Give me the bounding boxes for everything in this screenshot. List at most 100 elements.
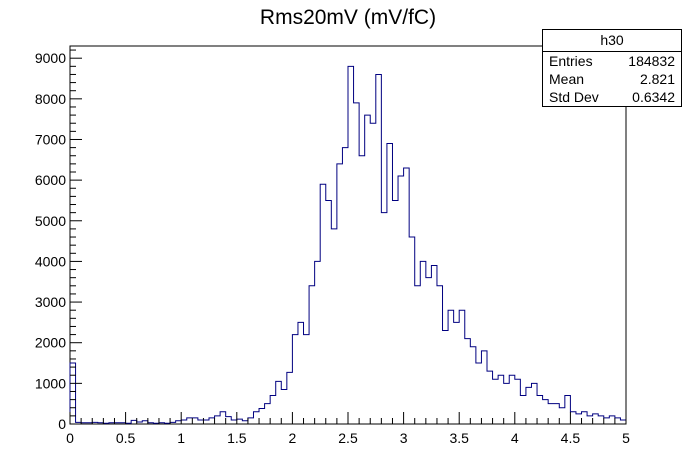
chart-title: Rms20mV (mV/fC) xyxy=(259,6,437,29)
histogram-bin xyxy=(593,414,599,424)
x-tick-label: 4.5 xyxy=(561,430,581,446)
histogram-bin xyxy=(215,416,221,424)
histogram-bin xyxy=(365,115,371,424)
histogram-line xyxy=(69,65,627,424)
histogram-bin xyxy=(470,347,476,424)
histogram-bin xyxy=(220,412,226,424)
y-tick-label: 9000 xyxy=(35,50,66,66)
histogram-bin xyxy=(354,103,360,424)
histogram-bin xyxy=(226,417,232,424)
stats-box: h30 Entries 184832 Mean 2.821 Std Dev 0.… xyxy=(542,29,682,107)
histogram-bin xyxy=(159,423,165,424)
histogram-bin xyxy=(337,164,343,424)
y-tick-label: 1000 xyxy=(35,375,66,391)
histogram-bin xyxy=(92,422,98,424)
stats-row-mean: Mean 2.821 xyxy=(543,70,681,88)
histogram-bin xyxy=(443,331,449,424)
histogram-series xyxy=(69,65,627,424)
histogram-bin xyxy=(459,310,465,424)
histogram-bin xyxy=(348,66,354,424)
stats-value: 2.821 xyxy=(639,71,675,87)
histogram-bin xyxy=(298,322,304,424)
histogram-bin xyxy=(598,416,604,424)
histogram-bin xyxy=(114,423,120,424)
y-tick-label: 4000 xyxy=(35,253,66,269)
histogram-bin xyxy=(392,200,398,424)
histogram-bin xyxy=(131,420,137,424)
histogram-bin xyxy=(481,351,487,424)
x-tick-label: 1 xyxy=(177,430,185,446)
histogram-bin xyxy=(531,383,537,424)
histogram-bin xyxy=(137,422,143,424)
histogram-bin xyxy=(203,420,209,424)
x-tick-label: 3.5 xyxy=(449,430,469,446)
histogram-bin xyxy=(409,237,415,424)
y-tick-label: 0 xyxy=(58,416,66,432)
histogram-bin xyxy=(582,412,588,424)
histogram-bin xyxy=(70,363,76,424)
histogram-bin xyxy=(431,265,437,424)
histogram-bin xyxy=(604,418,610,424)
histogram-bin xyxy=(181,420,187,424)
histogram-bin xyxy=(381,213,387,424)
histogram-bin xyxy=(270,396,276,424)
histogram-bin xyxy=(142,421,148,424)
histogram-bin xyxy=(404,168,410,424)
stats-label: Mean xyxy=(549,71,585,87)
histogram-bin xyxy=(287,372,293,424)
y-tick-label: 2000 xyxy=(35,335,66,351)
histogram-bin xyxy=(587,416,593,424)
histogram-bin xyxy=(153,423,159,424)
histogram-bin xyxy=(98,423,104,424)
x-tick-label: 4 xyxy=(511,430,519,446)
histogram-bin xyxy=(126,423,132,424)
histogram-bin xyxy=(231,420,237,424)
stats-label: Entries xyxy=(549,53,593,69)
histogram-bin xyxy=(87,423,93,424)
histogram-bin xyxy=(109,423,115,424)
histogram-bin xyxy=(454,322,460,424)
x-tick-label: 1.5 xyxy=(227,430,247,446)
histogram-bin xyxy=(253,412,259,424)
histogram-bin xyxy=(504,383,510,424)
histogram-bin xyxy=(515,379,521,424)
histogram-bin xyxy=(426,278,432,424)
stats-label: Std Dev xyxy=(549,89,599,105)
histogram-bin xyxy=(609,416,615,424)
histogram-bin xyxy=(326,200,332,424)
histogram-bin xyxy=(465,339,471,424)
x-axis: 0 0.5 1 1.5 2 2.5 3 3.5 4 4.5 5 xyxy=(66,412,630,446)
histogram-bin xyxy=(398,176,404,424)
histogram-bin xyxy=(387,144,393,424)
y-tick-label: 7000 xyxy=(35,131,66,147)
histogram-bin xyxy=(198,420,204,424)
histogram-bin xyxy=(415,286,421,424)
y-axis: 0 1000 2000 3000 4000 5000 6000 7000 8000 9000 xyxy=(35,49,82,432)
stats-histogram-name: h30 xyxy=(543,30,681,52)
histogram-bin xyxy=(265,404,271,424)
histogram-bin xyxy=(170,422,176,424)
histogram-bin xyxy=(620,420,626,424)
histogram-bin xyxy=(420,261,426,424)
y-tick-label: 5000 xyxy=(35,213,66,229)
histogram-bin xyxy=(248,418,254,424)
histogram-bin xyxy=(370,123,376,424)
histogram-bin xyxy=(242,421,248,424)
histogram-bin xyxy=(543,400,549,424)
histogram-bin xyxy=(120,423,126,424)
histogram-bin xyxy=(520,396,526,424)
histogram-bin xyxy=(437,286,443,424)
histogram-bin xyxy=(165,423,171,424)
histogram-bin xyxy=(493,379,499,424)
histogram-bin xyxy=(509,375,515,424)
histogram-bin xyxy=(376,74,382,424)
y-tick-label: 6000 xyxy=(35,172,66,188)
histogram-bin xyxy=(565,396,571,424)
histogram-bin xyxy=(548,404,554,424)
x-tick-label: 2.5 xyxy=(338,430,358,446)
stats-value: 184832 xyxy=(628,53,675,69)
y-tick-label: 8000 xyxy=(35,91,66,107)
histogram-bin xyxy=(281,389,287,424)
stats-row-stddev: Std Dev 0.6342 xyxy=(543,88,681,106)
histogram-bin xyxy=(315,261,321,424)
